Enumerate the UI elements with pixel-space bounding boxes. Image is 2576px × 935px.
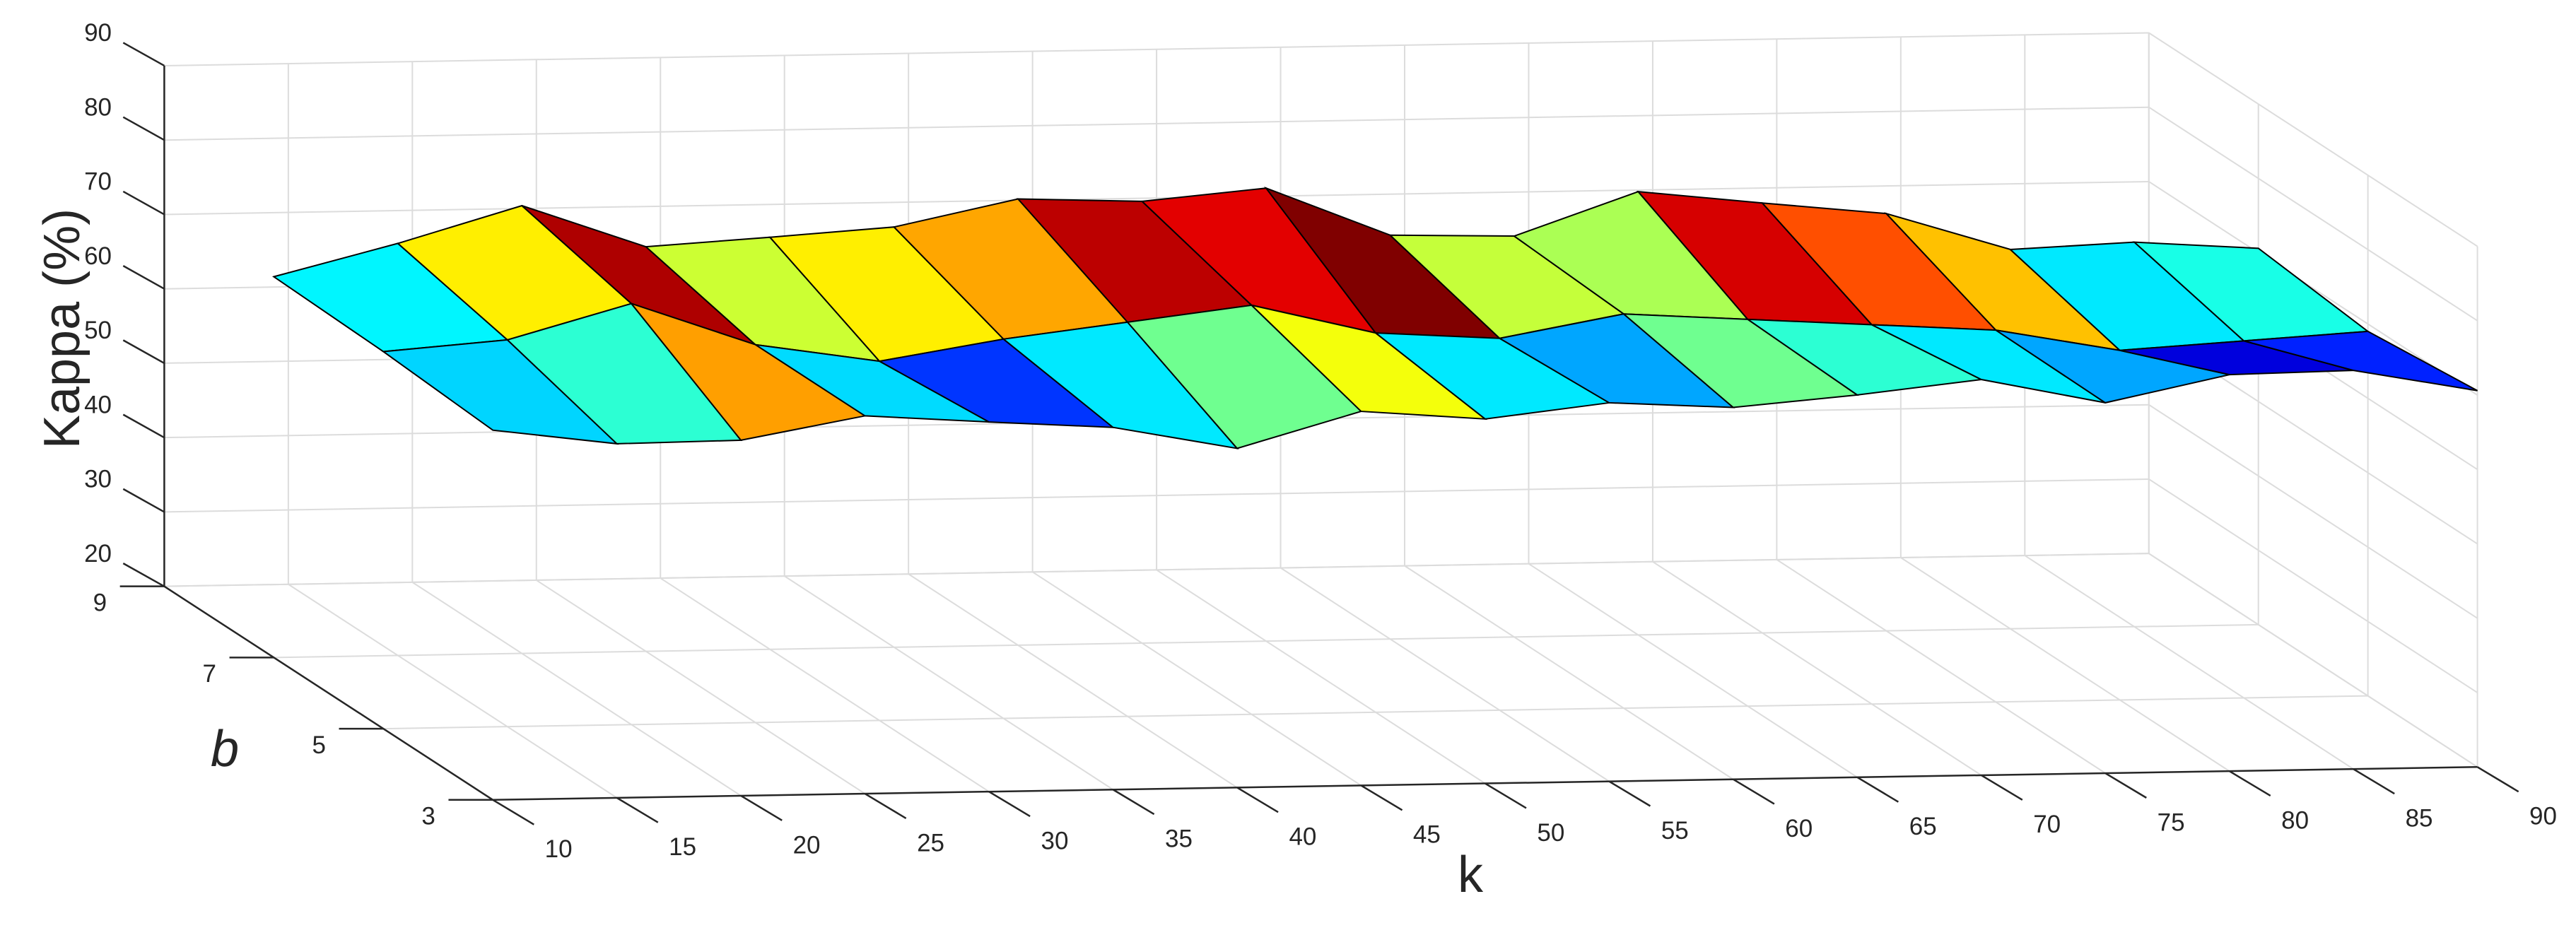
x-tick-label: 75 — [2158, 808, 2185, 836]
x-tick-label: 80 — [2281, 806, 2309, 834]
grid-line — [164, 32, 2149, 66]
x-tick-label: 35 — [1165, 825, 1193, 853]
z-tick — [122, 42, 165, 67]
x-tick — [864, 792, 907, 819]
grid-line — [1528, 563, 1858, 778]
grid-line — [784, 575, 1114, 791]
x-tick — [1112, 789, 1155, 816]
grid-line — [908, 573, 1238, 789]
x-tick-label: 10 — [545, 835, 573, 863]
z-axis-label: Kappa (%) — [34, 208, 90, 449]
z-tick-label: 60 — [84, 242, 112, 270]
x-tick — [2476, 766, 2519, 793]
grid-line — [660, 577, 990, 792]
y-axis-label: b — [211, 721, 239, 777]
x-tick-label: 25 — [917, 829, 944, 857]
x-tick — [616, 796, 659, 823]
z-tick-label: 50 — [84, 317, 112, 344]
z-tick-label: 90 — [84, 19, 112, 47]
z-tick-label: 30 — [84, 466, 112, 493]
y-tick-label: 7 — [203, 660, 216, 688]
grid-line — [2024, 555, 2354, 770]
grid-line — [2148, 181, 2478, 396]
x-tick — [988, 791, 1031, 818]
x-tick-label: 90 — [2529, 803, 2557, 830]
x-tick-label: 55 — [1661, 817, 1689, 845]
x-tick-label: 60 — [1785, 815, 1813, 842]
z-tick — [122, 563, 165, 587]
z-tick — [122, 265, 165, 290]
x-tick — [1236, 787, 1279, 813]
z-tick-label: 80 — [84, 93, 112, 121]
x-tick — [1856, 776, 1899, 803]
grid-line — [1900, 557, 2230, 772]
grid-line — [274, 623, 2259, 659]
x-tick — [2353, 768, 2395, 795]
grid-line — [288, 583, 618, 799]
grid-line — [2148, 404, 2478, 619]
grid-line — [1280, 567, 1610, 782]
x-tick — [1485, 782, 1527, 809]
x-tick — [740, 794, 783, 821]
grid-line — [536, 580, 866, 794]
grid-line — [411, 582, 742, 796]
x-tick-label: 85 — [2406, 804, 2433, 832]
x-tick — [2228, 770, 2271, 797]
grid-line — [383, 695, 2368, 730]
grid-line — [1776, 559, 2106, 774]
grid-line — [164, 553, 2149, 587]
grid-line — [2148, 106, 2478, 322]
grid-line — [2148, 553, 2478, 768]
z-tick-label: 70 — [84, 168, 112, 196]
y-tick-label: 3 — [421, 803, 435, 830]
x-tick-label: 15 — [669, 833, 696, 861]
grid-line — [164, 478, 2149, 513]
x-tick — [1608, 780, 1651, 807]
z-tick — [122, 339, 165, 365]
x-axis-label: k — [1458, 847, 1484, 903]
x-tick-label: 40 — [1289, 823, 1316, 851]
z-tick — [122, 190, 165, 216]
x-tick-label: 30 — [1041, 827, 1069, 854]
x-tick — [1981, 774, 2023, 801]
y-tick-label: 5 — [312, 731, 325, 759]
grid-line — [1032, 571, 1362, 787]
x-tick-label: 65 — [1909, 813, 1937, 840]
z-tick-label: 40 — [84, 391, 112, 418]
grid-line — [2148, 32, 2478, 247]
grid-line — [164, 180, 2149, 216]
grid-line — [1404, 565, 1734, 780]
z-tick — [122, 413, 165, 439]
grid-line — [164, 106, 2149, 141]
grid-line — [1652, 560, 1982, 776]
grid-line — [2148, 478, 2478, 693]
surface-patch — [2243, 330, 2478, 392]
x-tick-label: 20 — [793, 831, 821, 859]
x-tick-label: 45 — [1413, 821, 1441, 849]
x-tick — [492, 799, 534, 825]
x-tick — [1733, 778, 1775, 805]
x-tick-label: 50 — [1537, 819, 1564, 847]
z-tick — [122, 116, 165, 141]
x-tick-label: 70 — [2033, 811, 2061, 838]
x-tick — [1360, 784, 1403, 811]
x-tick — [2104, 772, 2147, 799]
z-tick — [122, 488, 165, 513]
y-tick-label: 9 — [93, 589, 107, 616]
grid-line — [1156, 569, 1486, 784]
y-axis — [163, 585, 493, 801]
z-tick-label: 20 — [84, 540, 112, 568]
